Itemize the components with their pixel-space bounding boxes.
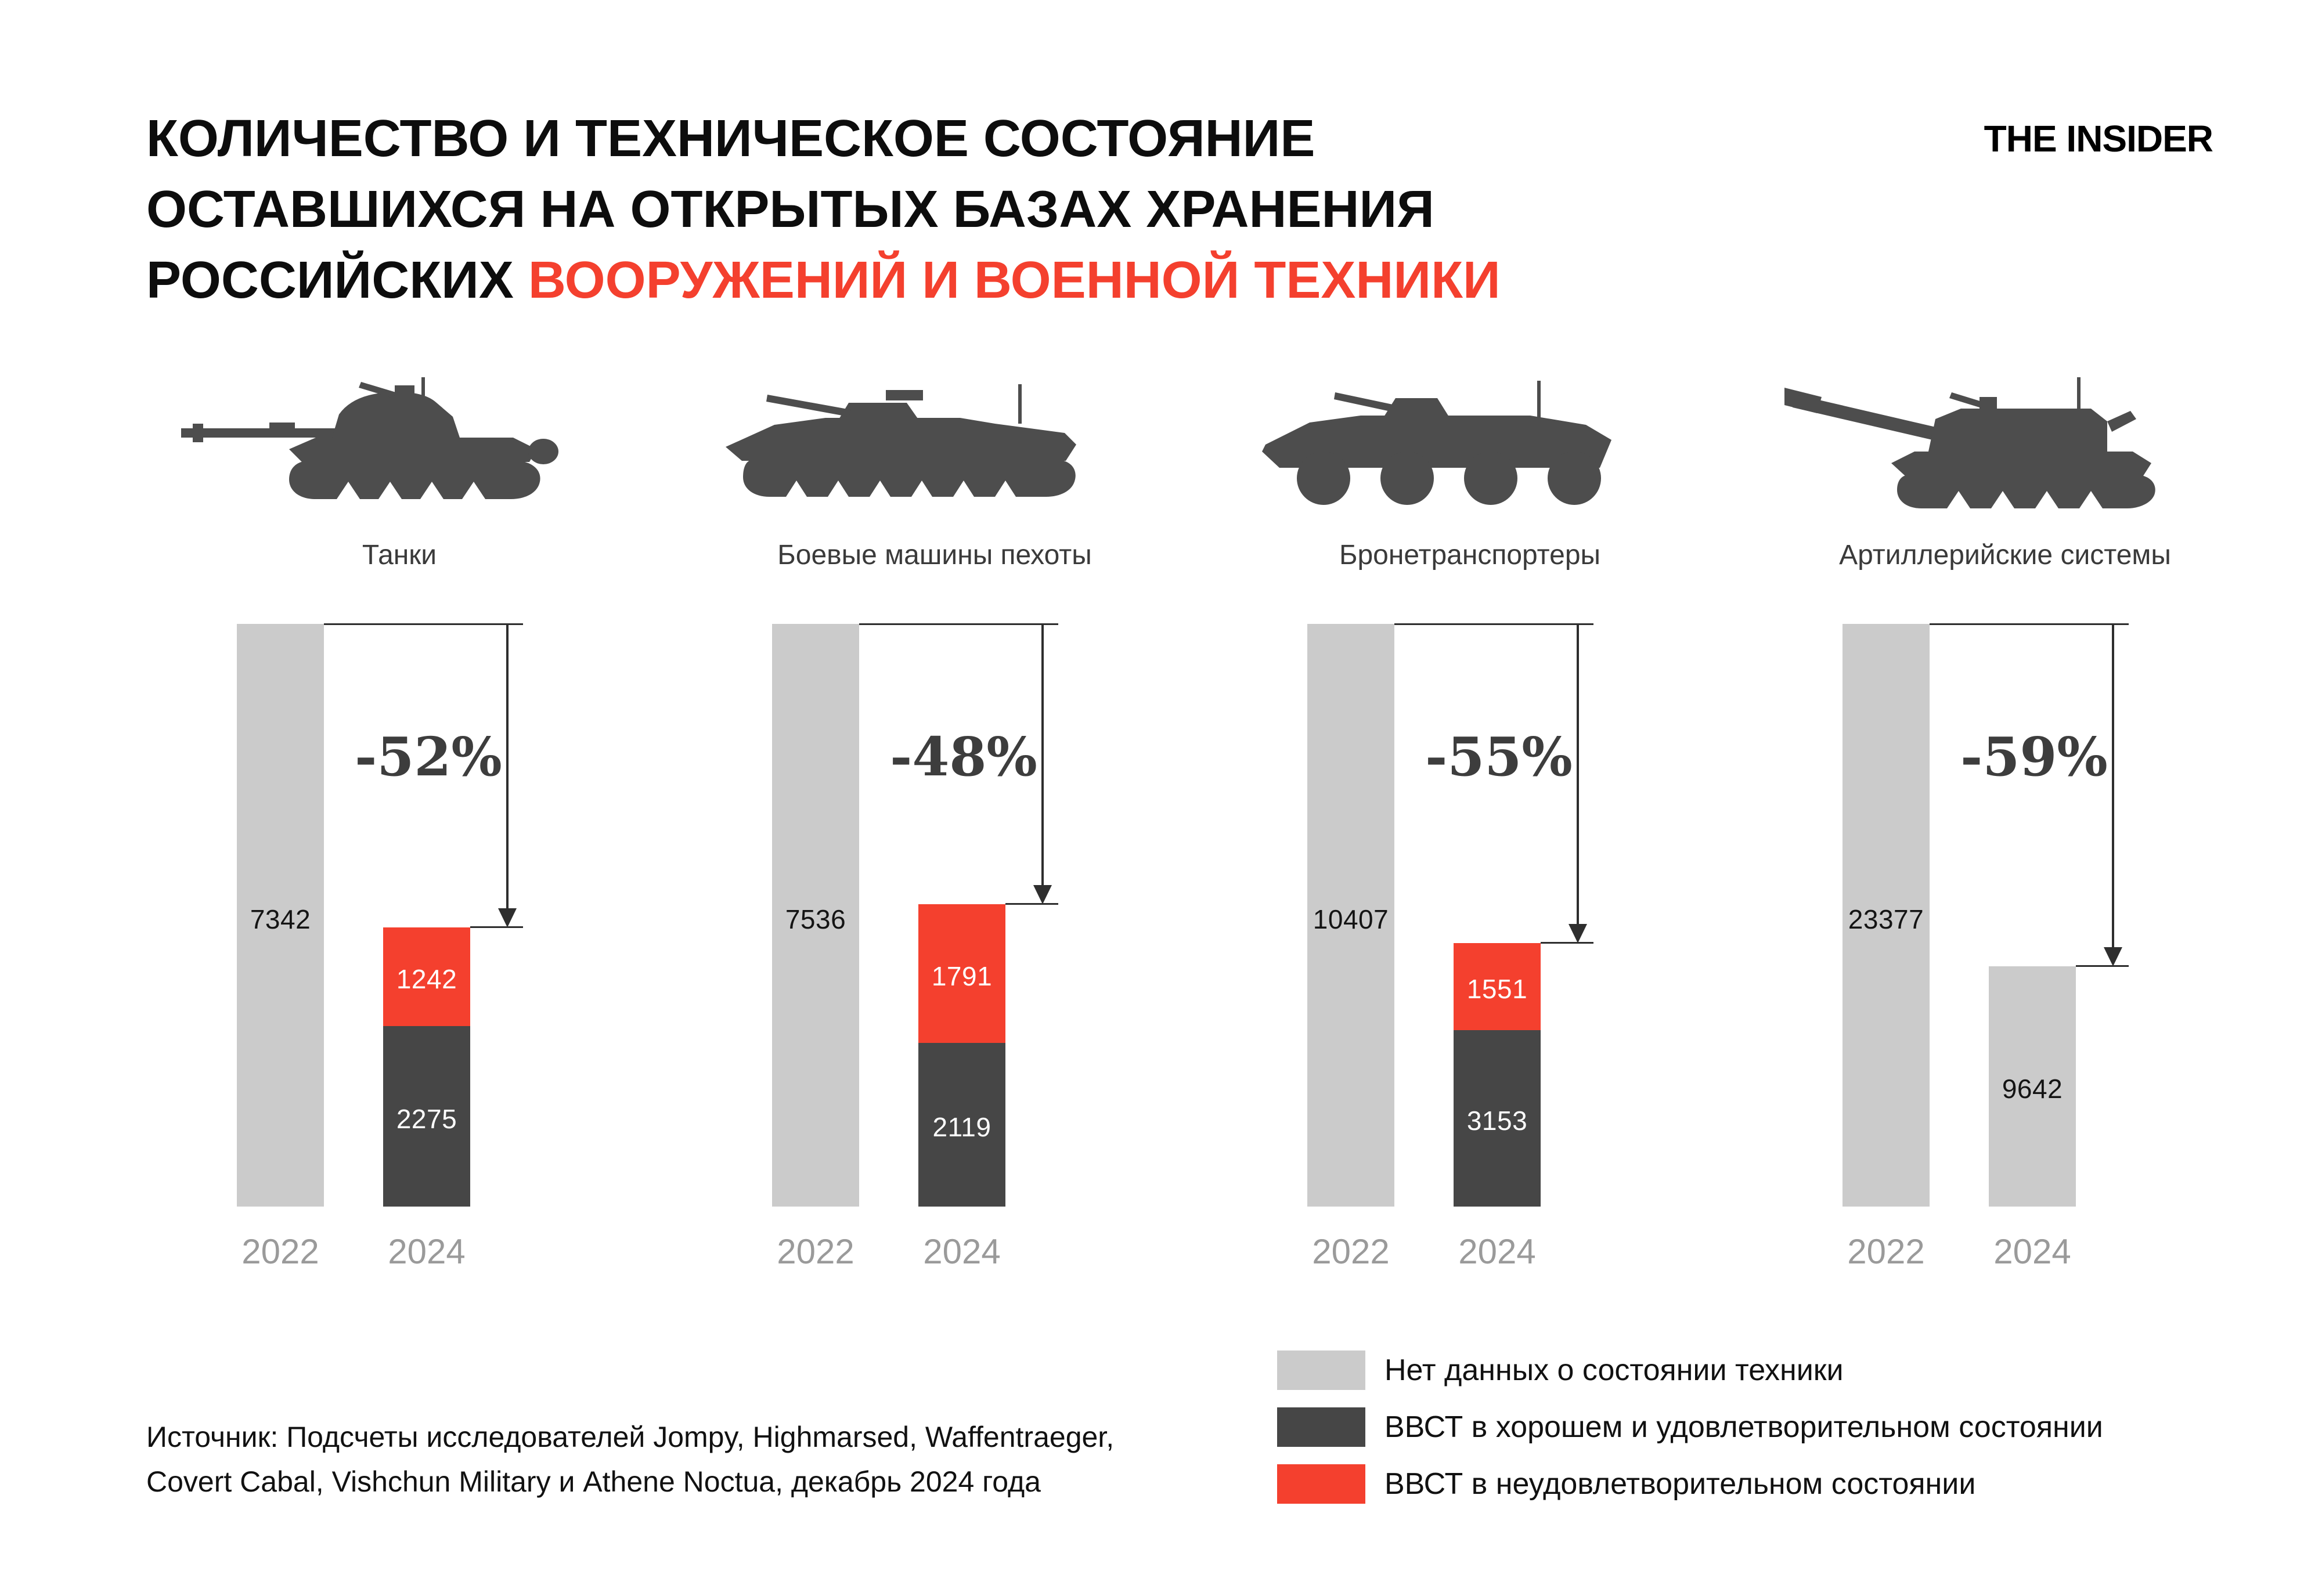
decline-arrow-top-line xyxy=(324,623,523,625)
bar-2024-good xyxy=(383,1026,470,1207)
year-label-2024: 2024 xyxy=(1458,1232,1536,1271)
year-label-2022: 2022 xyxy=(1312,1232,1390,1271)
percent-change-label: -59% xyxy=(1960,725,2108,788)
bar-2022 xyxy=(1307,624,1394,1207)
legend-label-1: Нет данных о состоянии техники xyxy=(1384,1353,1844,1387)
artillery-icon xyxy=(1780,376,2226,511)
source-note: Источник: Подсчеты исследователей Jompy,… xyxy=(146,1415,1114,1504)
bar-2024-no-data xyxy=(1989,966,2076,1207)
title-line-3: РОССИЙСКИХ ВООРУЖЕНИЙ И ВОЕННОЙ ТЕХНИКИ xyxy=(146,251,1501,309)
year-label-2024: 2024 xyxy=(1993,1232,2071,1271)
bar-2022 xyxy=(237,624,324,1207)
bar-2024-good xyxy=(1454,1030,1541,1207)
value-2022: 7342 xyxy=(250,904,311,934)
value-2024-good: 2119 xyxy=(932,1112,991,1142)
bar-2024-bad xyxy=(383,927,470,1026)
decline-arrow-bottom-line xyxy=(1541,942,1593,944)
value-2024-bad: 1791 xyxy=(931,961,993,991)
legend-label-3: ВВСТ в неудовлетворительном состоянии xyxy=(1384,1467,1976,1501)
year-label-2024: 2024 xyxy=(923,1232,1001,1271)
decline-arrow-bottom-line xyxy=(470,926,523,928)
apc-icon xyxy=(1249,376,1690,511)
value-2022: 7536 xyxy=(785,904,846,934)
source-line-2: Covert Cabal, Vishchun Military и Athene… xyxy=(146,1465,1041,1498)
decline-arrowhead-icon xyxy=(2104,947,2122,966)
category-label: Артиллерийские системы xyxy=(1839,540,2171,570)
the-insider-logo: THE INSIDER xyxy=(1984,118,2213,160)
decline-arrow-top-line xyxy=(1394,623,1593,625)
bar-2022 xyxy=(1843,624,1930,1207)
year-label-2024: 2024 xyxy=(388,1232,466,1271)
decline-arrow-bottom-line xyxy=(2076,965,2129,967)
value-2022: 23377 xyxy=(1848,904,1924,934)
legend-label-2: ВВСТ в хорошем и удовлетворительном сост… xyxy=(1384,1410,2103,1444)
bar-2024-good xyxy=(918,1043,1005,1207)
decline-arrow-vertical-line xyxy=(506,624,509,911)
percent-change-label: -48% xyxy=(890,725,1037,788)
decline-arrow-vertical-line xyxy=(1041,624,1044,888)
tank-icon xyxy=(179,376,620,511)
source-line-1: Источник: Подсчеты исследователей Jompy,… xyxy=(146,1421,1115,1453)
year-label-2022: 2022 xyxy=(1847,1232,1925,1271)
value-2024-bad: 1242 xyxy=(396,964,457,994)
title-line-1: КОЛИЧЕСТВО И ТЕХНИЧЕСКОЕ СОСТОЯНИЕ xyxy=(146,110,1315,168)
legend-swatch-3 xyxy=(1277,1464,1365,1504)
year-label-2022: 2022 xyxy=(777,1232,854,1271)
title-line-2: ОСТАВШИХСЯ НА ОТКРЫТЫХ БАЗАХ ХРАНЕНИЯ xyxy=(146,180,1434,239)
category-label: Бронетранспортеры xyxy=(1339,540,1601,570)
percent-change-label: -52% xyxy=(355,725,502,788)
decline-arrow-vertical-line xyxy=(1577,624,1579,927)
decline-arrowhead-icon xyxy=(1033,885,1052,904)
value-2024-good: 3153 xyxy=(1466,1106,1528,1136)
bar-2024-bad xyxy=(918,904,1005,1043)
category-label: Танки xyxy=(362,540,437,570)
ifv-icon xyxy=(714,376,1155,511)
decline-arrow-top-line xyxy=(859,623,1058,625)
legend-swatch-2 xyxy=(1277,1407,1365,1447)
value-2024-bad: 1551 xyxy=(1466,974,1528,1004)
bar-2022 xyxy=(772,624,859,1207)
decline-arrow-top-line xyxy=(1930,623,2129,625)
decline-arrowhead-icon xyxy=(1569,924,1587,943)
percent-change-label: -55% xyxy=(1425,725,1573,788)
bar-2024-bad xyxy=(1454,943,1541,1030)
category-label: Боевые машины пехоты xyxy=(777,540,1092,570)
title-red-span: ВООРУЖЕНИЙ И ВОЕННОЙ ТЕХНИКИ xyxy=(528,251,1501,309)
decline-arrowhead-icon xyxy=(498,908,517,927)
decline-arrow-bottom-line xyxy=(1005,903,1058,905)
year-label-2022: 2022 xyxy=(241,1232,319,1271)
decline-arrow-vertical-line xyxy=(2112,624,2114,950)
value-2024-good: 2275 xyxy=(396,1103,457,1134)
page-title: КОЛИЧЕСТВО И ТЕХНИЧЕСКОЕ СОСТОЯНИЕ ОСТАВ… xyxy=(146,103,1501,316)
legend-swatch-1 xyxy=(1277,1351,1365,1390)
value-2024-no-data: 9642 xyxy=(2002,1074,2063,1104)
value-2022: 10407 xyxy=(1313,904,1389,934)
